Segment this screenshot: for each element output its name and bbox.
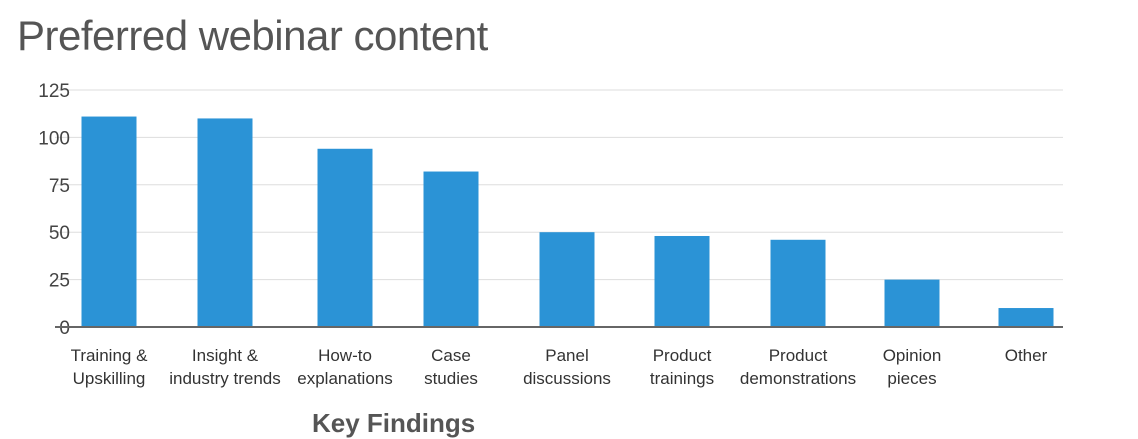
y-tick-label: 75 xyxy=(49,176,70,197)
x-tick-label-line: discussions xyxy=(523,369,611,388)
y-tick-label: 25 xyxy=(49,271,70,292)
x-tick-label-line: demonstrations xyxy=(740,369,856,388)
x-tick-label-line: explanations xyxy=(297,369,392,388)
key-findings-heading: Key Findings xyxy=(312,408,476,438)
bar xyxy=(654,235,710,327)
y-tick-label: 125 xyxy=(38,81,70,102)
x-tick-label-line: trainings xyxy=(650,369,714,388)
y-tick-label: 50 xyxy=(49,223,70,244)
y-axis-ticks: 0 25 50 75 100 125 xyxy=(38,81,70,339)
x-axis-ticks: Training & Upskilling Insight & industry tr… xyxy=(71,346,1048,388)
x-tick-label-line: pieces xyxy=(887,369,936,388)
x-tick-label-line: Insight & xyxy=(192,346,259,365)
bar-chart: 0 25 50 75 100 125 Training & Upskilling Insigh… xyxy=(38,81,1063,388)
x-tick-label: Product demonstrations xyxy=(740,346,856,388)
bar xyxy=(197,118,253,327)
x-tick-label: Opinion pieces xyxy=(883,346,942,388)
x-tick-label: Insight & industry trends xyxy=(169,346,281,388)
bar xyxy=(423,171,479,327)
chart-title: Preferred webinar content xyxy=(17,12,488,59)
bars xyxy=(81,116,1054,327)
x-tick-label: Case studies xyxy=(424,346,478,388)
x-tick-label-line: Case xyxy=(431,346,471,365)
x-tick-label-line: studies xyxy=(424,369,478,388)
x-tick-label-line: Opinion xyxy=(883,346,942,365)
x-tick-label: How-to explanations xyxy=(297,346,392,388)
x-tick-label: Other xyxy=(1005,346,1048,365)
x-tick-label: Training & Upskilling xyxy=(71,346,149,388)
bar xyxy=(770,239,826,327)
x-tick-label: Panel discussions xyxy=(523,346,611,388)
y-tick-label: 100 xyxy=(38,128,70,149)
x-tick-label-line: Upskilling xyxy=(73,369,146,388)
x-tick-label-line: Other xyxy=(1005,346,1048,365)
y-tick-label: 0 xyxy=(59,318,70,339)
x-tick-label-line: industry trends xyxy=(169,369,281,388)
x-tick-label-line: How-to xyxy=(318,346,372,365)
x-tick-label-line: Panel xyxy=(545,346,588,365)
bar xyxy=(539,232,595,327)
x-tick-label-line: Product xyxy=(653,346,712,365)
bar xyxy=(317,148,373,327)
bar xyxy=(998,308,1054,327)
x-tick-label-line: Product xyxy=(769,346,828,365)
bar xyxy=(81,116,137,327)
x-tick-label-line: Training & xyxy=(71,346,149,365)
x-tick-label: Product trainings xyxy=(650,346,714,388)
bar xyxy=(884,279,940,327)
